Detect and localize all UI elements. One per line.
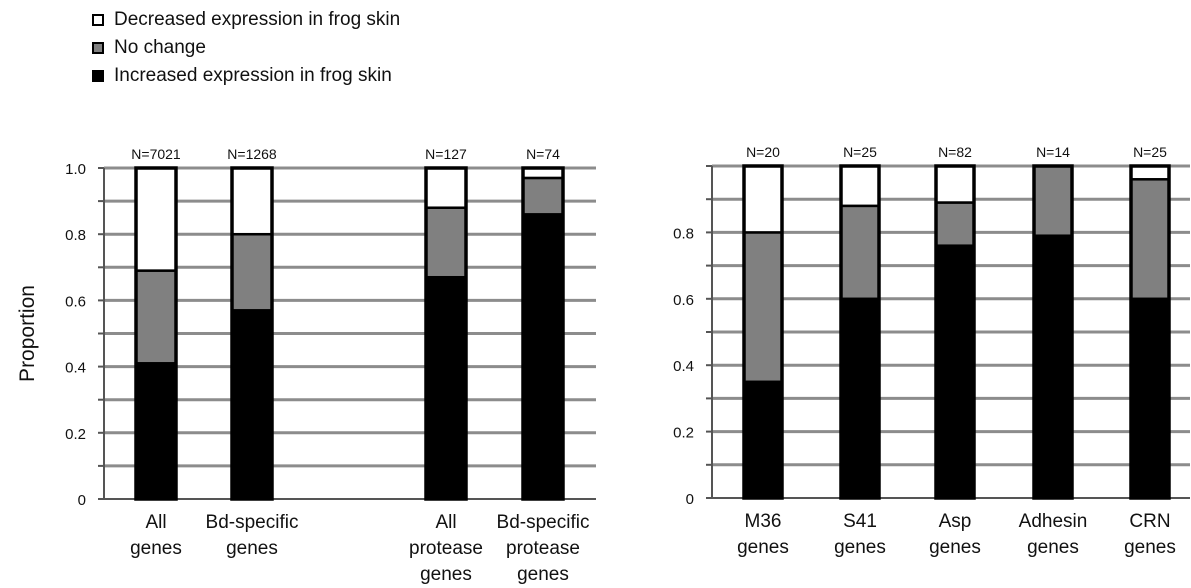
x-tick-label: CRN <box>1129 511 1170 532</box>
bar-segment-no-change <box>742 231 784 384</box>
bar-outline <box>742 164 784 500</box>
bar-segment-increased <box>839 297 881 500</box>
x-tick-label: M36 <box>745 511 782 532</box>
bar-count-label: N=20 <box>746 144 780 160</box>
x-tick-label: genes <box>929 537 981 558</box>
bar-segment-decreased <box>424 166 468 209</box>
bar-segment-decreased <box>134 166 178 272</box>
chart-panel-1: 0 0.2 0.4 0.6 0.8 1.0 Proportion N=7021 All genes… <box>16 146 596 585</box>
bar-segment-increased <box>1032 234 1074 500</box>
bar-segment-increased <box>521 213 565 501</box>
chart-panel-2: 0 0.2 0.4 0.6 0.8 N=20 M36 genes N=25 S41 genes N=8… <box>673 144 1190 558</box>
bar-outline <box>1129 164 1171 500</box>
x-tick-label: genes <box>1124 537 1176 558</box>
y-tick-label: 0 <box>78 492 86 509</box>
bar-count-label: N=1268 <box>227 146 277 162</box>
y-tick-label: 0.8 <box>673 225 694 242</box>
bar-segment-no-change <box>424 206 468 279</box>
bar-outline <box>1032 164 1074 500</box>
x-tick-label: genes <box>737 537 789 558</box>
bar-count-label: N=7021 <box>131 146 181 162</box>
bar-segment-decreased <box>230 166 274 236</box>
y-tick-label: 0.2 <box>673 425 694 442</box>
bar-segment-no-change <box>521 176 565 216</box>
y-tick-label: 0.4 <box>65 360 86 377</box>
bar-segment-decreased <box>742 164 784 234</box>
legend-swatch-increased <box>92 70 104 82</box>
bar-outline <box>424 166 468 501</box>
bar-segment-no-change <box>934 201 976 247</box>
y-tick-label: 0.8 <box>65 227 86 244</box>
legend-item-no-change: No change <box>92 34 400 62</box>
chart-legend: Decreased expression in frog skin No cha… <box>92 6 400 90</box>
legend-swatch-decreased <box>92 14 104 26</box>
y-tick-label: 0 <box>686 491 694 508</box>
x-tick-label: protease <box>409 538 483 559</box>
x-tick-label: All <box>145 512 166 533</box>
x-tick-label: Bd-specific <box>497 512 590 533</box>
bar-segment-no-change <box>839 204 881 301</box>
bar-count-label: N=25 <box>1133 144 1167 160</box>
x-tick-label: genes <box>1027 537 1079 558</box>
bar-segment-no-change <box>1032 164 1074 237</box>
bar-segment-increased <box>1129 297 1171 500</box>
bar-segment-decreased <box>934 164 976 204</box>
bar-segment-increased <box>230 309 274 501</box>
bar-count-label: N=25 <box>843 144 877 160</box>
x-tick-label: Asp <box>939 511 972 532</box>
x-tick-label: Adhesin <box>1019 511 1088 532</box>
bar-segment-no-change <box>230 232 274 312</box>
x-tick-label: genes <box>517 564 569 585</box>
y-tick-label: 0.6 <box>65 293 86 310</box>
bar-segment-no-change <box>1129 178 1171 301</box>
bar-segment-no-change <box>134 269 178 365</box>
bar-count-label: N=74 <box>526 146 560 162</box>
x-tick-label: genes <box>420 564 472 585</box>
x-tick-label: All <box>435 512 456 533</box>
bar-segment-increased <box>134 362 178 501</box>
bar-outline <box>134 166 178 501</box>
x-tick-label: genes <box>226 538 278 559</box>
x-tick-label: protease <box>506 538 580 559</box>
legend-item-decreased: Decreased expression in frog skin <box>92 6 400 34</box>
legend-label-decreased: Decreased expression in frog skin <box>114 9 401 30</box>
bar-segment-decreased <box>1129 164 1171 181</box>
y-tick-label: 0.6 <box>673 292 694 309</box>
bar-segment-increased <box>742 380 784 500</box>
bar-count-label: N=14 <box>1036 144 1070 160</box>
x-tick-label: genes <box>834 537 886 558</box>
x-tick-label: Bd-specific <box>206 512 299 533</box>
y-tick-label: 0.4 <box>673 358 694 375</box>
y-tick-label: 0.2 <box>65 426 86 443</box>
legend-label-increased: Increased expression in frog skin <box>114 65 392 86</box>
bar-count-label: N=82 <box>938 144 972 160</box>
bar-outline <box>839 164 881 500</box>
bar-outline <box>934 164 976 500</box>
legend-label-no-change: No change <box>114 37 206 58</box>
bar-outline <box>521 166 565 501</box>
bar-count-label: N=127 <box>425 146 467 162</box>
bar-segment-increased <box>934 244 976 500</box>
legend-item-increased: Increased expression in frog skin <box>92 62 400 90</box>
y-axis-title: Proportion <box>16 285 39 382</box>
y-tick-label: 1.0 <box>65 161 86 178</box>
legend-swatch-no-change <box>92 42 104 54</box>
x-tick-label: S41 <box>843 511 877 532</box>
bar-segment-decreased <box>839 164 881 208</box>
x-tick-label: genes <box>130 538 182 559</box>
bar-segment-increased <box>424 275 468 501</box>
bar-outline <box>230 166 274 501</box>
